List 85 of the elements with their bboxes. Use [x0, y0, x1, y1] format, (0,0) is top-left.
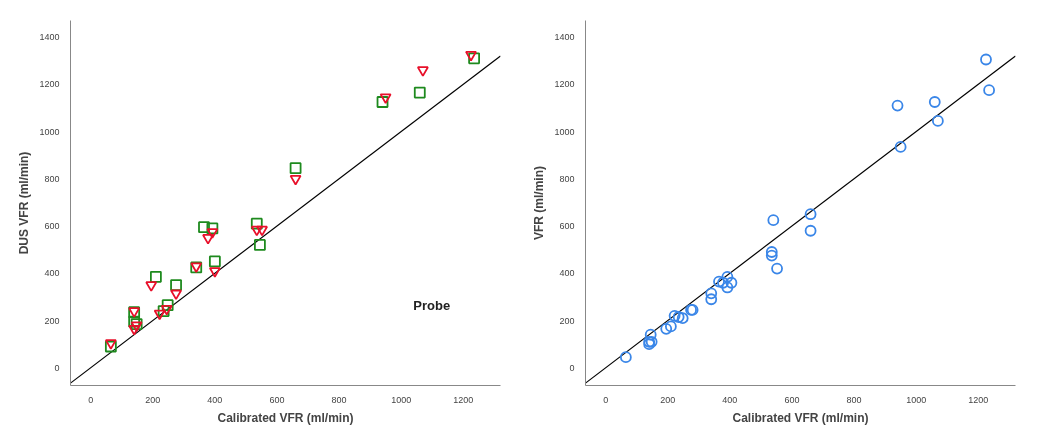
point	[208, 255, 221, 268]
point	[206, 222, 219, 235]
point	[705, 293, 718, 306]
point	[416, 66, 429, 77]
y-tick-label: 0	[54, 362, 60, 373]
point	[170, 289, 182, 301]
point	[206, 228, 219, 239]
point	[202, 234, 214, 245]
y-tick-label: 1200	[554, 79, 575, 90]
y-tick-label: 600	[44, 221, 60, 232]
y-tick-label: 1400	[554, 32, 575, 43]
point	[664, 320, 677, 333]
point	[128, 325, 141, 336]
point	[289, 175, 302, 186]
point	[619, 351, 632, 364]
point	[253, 239, 266, 251]
point	[153, 309, 166, 321]
point	[289, 162, 302, 175]
x-tick-label: 600	[784, 394, 800, 405]
x-tick-label: 400	[207, 394, 223, 405]
y-tick-label: 1400	[39, 32, 60, 43]
point	[170, 279, 182, 291]
y-tick-label: 400	[44, 268, 60, 279]
point	[721, 270, 734, 283]
y-tick-label: 200	[44, 315, 60, 326]
point	[145, 281, 158, 292]
point	[198, 221, 210, 234]
point	[468, 52, 481, 65]
point	[256, 225, 268, 237]
point	[721, 281, 734, 294]
x-axis-title: Calibrated VFR (ml/min)	[217, 410, 354, 425]
point	[660, 322, 673, 335]
point	[771, 262, 783, 275]
point	[725, 276, 738, 289]
x-tick-label: 0	[88, 394, 94, 405]
point	[161, 299, 174, 312]
x-tick-label: 200	[660, 394, 676, 405]
point	[931, 115, 944, 127]
y-tick-label: 1200	[39, 79, 60, 90]
point	[804, 224, 817, 237]
y-tick-label: 200	[559, 315, 575, 326]
y-axis-title: DUS VFR (ml/min)	[17, 151, 32, 255]
point	[250, 217, 263, 230]
x-tick-label: 0	[603, 394, 609, 405]
point	[644, 328, 657, 341]
point	[208, 267, 221, 278]
point	[379, 93, 392, 104]
y-tick-label: 1000	[39, 126, 60, 137]
x-axis-title: Calibrated VFR (ml/min)	[732, 410, 869, 425]
point	[672, 311, 685, 323]
x-tick-label: 1000	[906, 394, 927, 405]
annotation: Probe	[413, 297, 451, 313]
point	[980, 53, 992, 66]
point	[250, 225, 263, 237]
y-tick-label: 400	[559, 268, 575, 279]
x-tick-label: 400	[722, 394, 738, 405]
point	[717, 276, 729, 289]
y-tick-label: 800	[559, 173, 575, 184]
x-tick-label: 800	[846, 394, 862, 405]
x-tick-label: 1200	[453, 394, 474, 405]
point	[894, 141, 907, 153]
x-tick-label: 200	[145, 394, 161, 405]
point	[413, 86, 426, 99]
point	[983, 84, 996, 97]
point	[376, 96, 389, 108]
point	[713, 275, 725, 288]
point	[676, 312, 689, 325]
point	[765, 249, 778, 262]
point	[891, 99, 904, 112]
point	[149, 270, 162, 283]
y-tick-label: 0	[569, 362, 575, 373]
point	[804, 208, 817, 221]
point	[767, 214, 780, 227]
y-axis-title: VFR (ml/min)	[532, 166, 547, 240]
x-tick-label: 1000	[391, 394, 412, 405]
point	[765, 246, 778, 258]
x-tick-label: 800	[331, 394, 347, 405]
point	[928, 96, 941, 108]
y-tick-label: 1000	[554, 126, 575, 137]
y-tick-label: 800	[44, 173, 60, 184]
point	[705, 287, 718, 300]
point	[668, 309, 681, 322]
x-tick-label: 1200	[968, 394, 989, 405]
y-tick-label: 600	[559, 221, 575, 232]
x-tick-label: 600	[269, 394, 285, 405]
